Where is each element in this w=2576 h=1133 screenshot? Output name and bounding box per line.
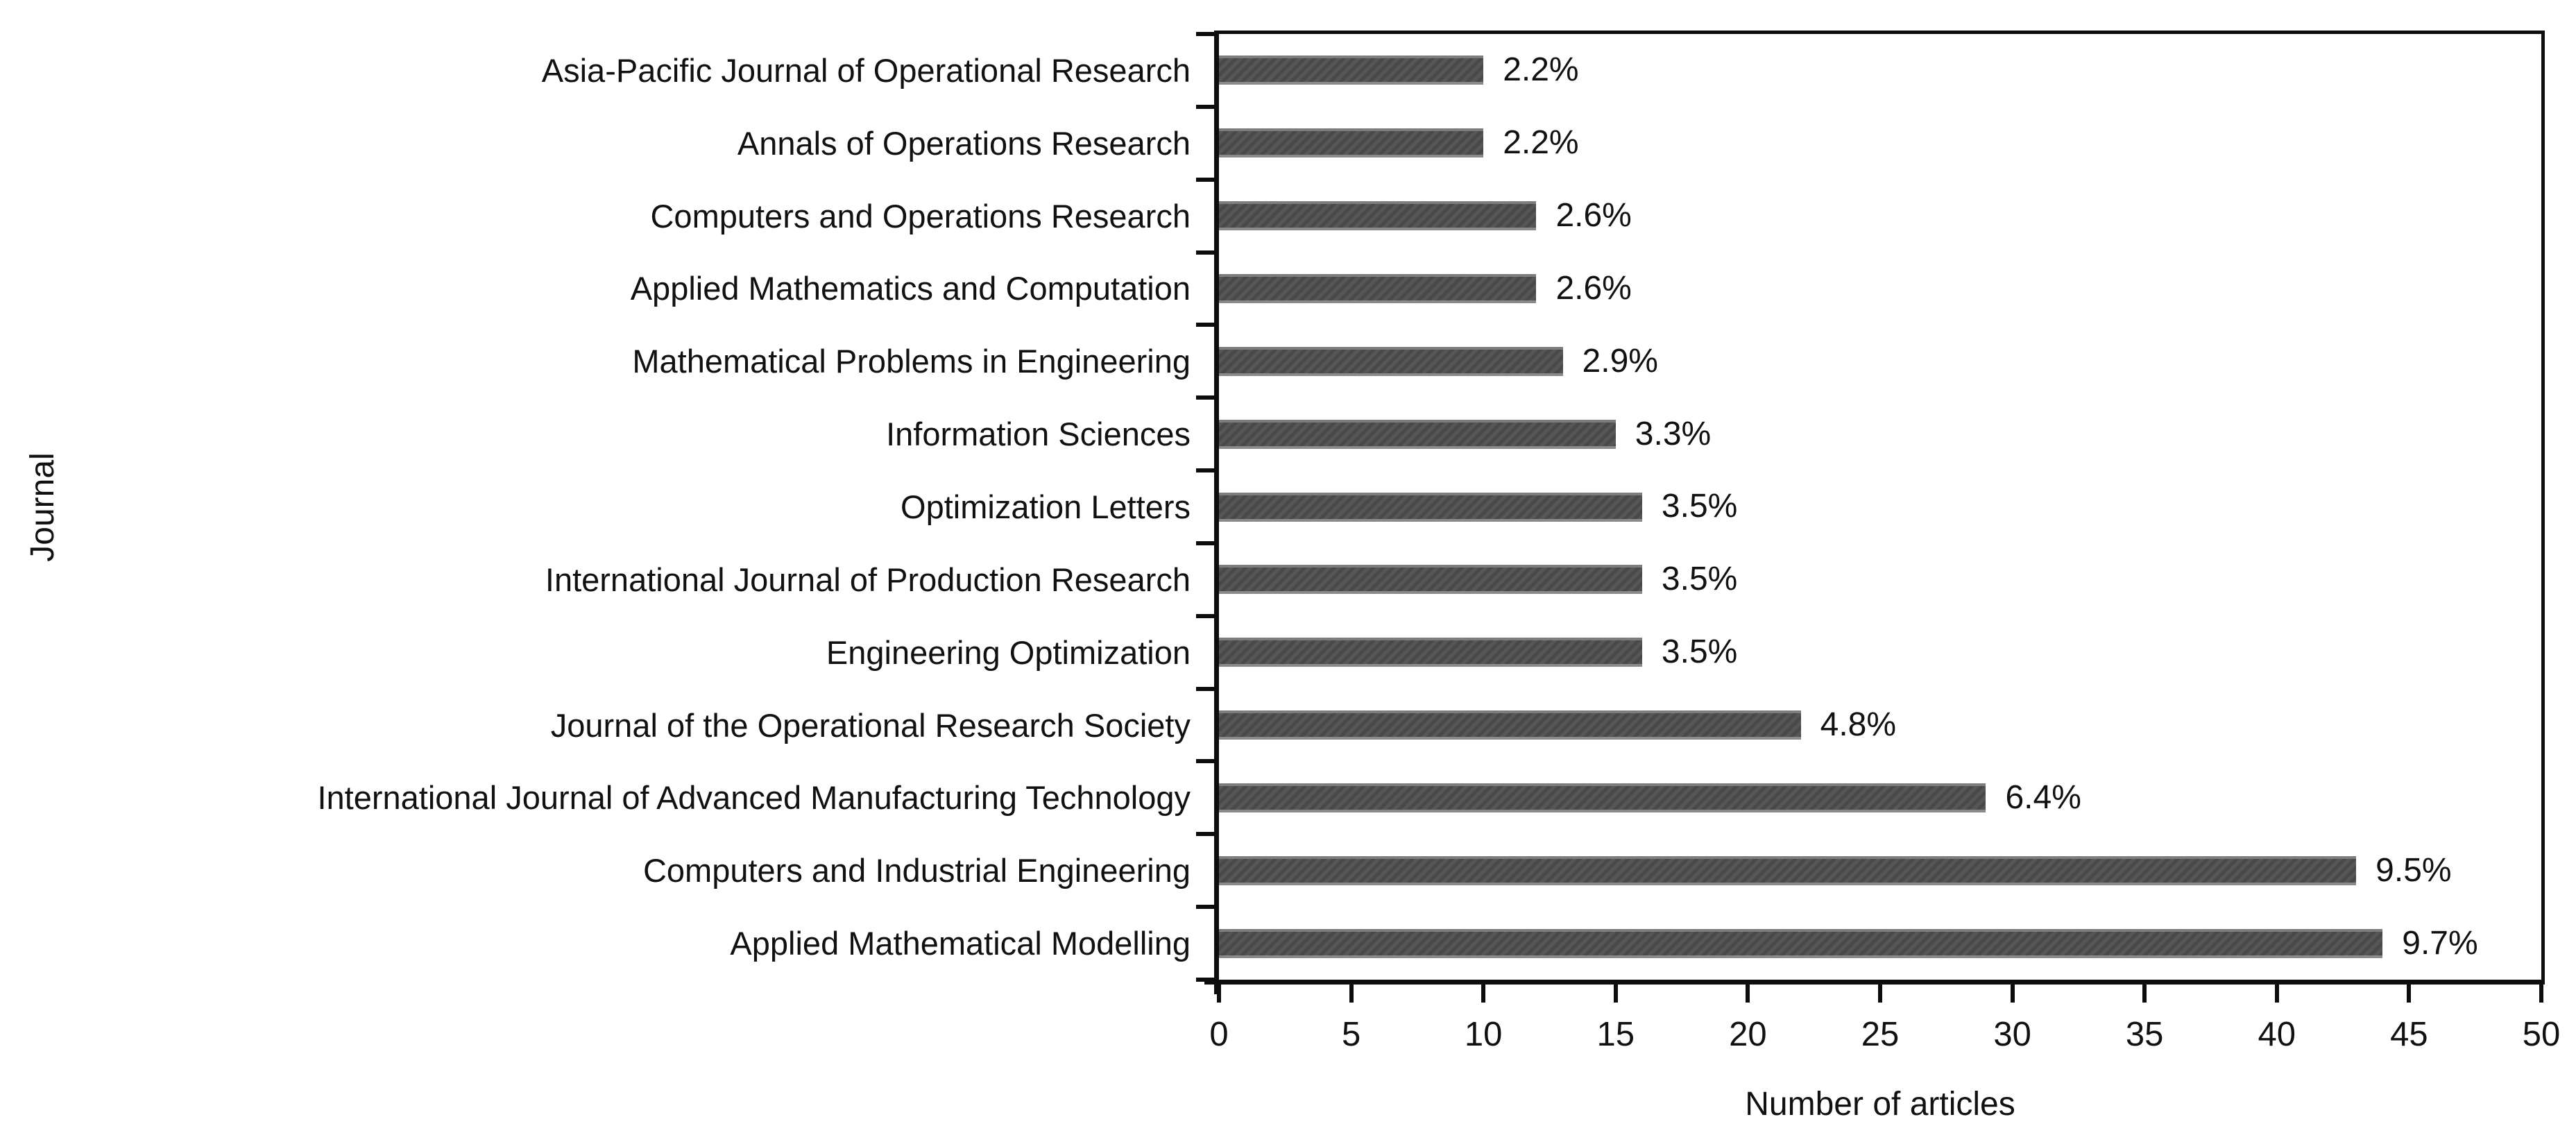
category-label: Applied Mathematics and Computation bbox=[630, 270, 1191, 307]
category-label: Computers and Industrial Engineering bbox=[642, 852, 1191, 889]
category-label: Optimization Letters bbox=[901, 488, 1191, 525]
x-axis-tick-label: 20 bbox=[1729, 1016, 1767, 1053]
bar-value-label: 4.8% bbox=[1820, 706, 1897, 744]
bar-value-label: 9.7% bbox=[2402, 924, 2478, 962]
x-axis-tick-label: 30 bbox=[1993, 1016, 2031, 1053]
category-label: Applied Mathematical Modelling bbox=[730, 925, 1191, 962]
category-label: Information Sciences bbox=[886, 416, 1191, 453]
bar bbox=[1219, 273, 1537, 303]
bar-value-label: 3.3% bbox=[1635, 415, 1712, 452]
x-axis-tick-label: 40 bbox=[2258, 1016, 2296, 1053]
category-label: Journal of the Operational Research Soci… bbox=[550, 706, 1191, 744]
bar bbox=[1219, 710, 1801, 740]
y-axis-tick bbox=[1196, 540, 1214, 545]
bar bbox=[1219, 928, 2383, 958]
category-label: International Journal of Advanced Manufa… bbox=[317, 779, 1191, 817]
bar-value-label: 9.5% bbox=[2375, 851, 2452, 889]
bar bbox=[1219, 783, 1986, 812]
y-axis-tick bbox=[1196, 104, 1214, 109]
category-label: Asia-Pacific Journal of Operational Rese… bbox=[541, 51, 1191, 89]
x-axis-tick bbox=[1613, 985, 1618, 1003]
category-label: Engineering Optimization bbox=[826, 633, 1191, 671]
bar bbox=[1219, 638, 1642, 667]
x-axis-line bbox=[1204, 980, 2545, 985]
x-axis-tick bbox=[1481, 985, 1486, 1003]
y-axis-line bbox=[1214, 31, 1219, 994]
bar bbox=[1219, 201, 1537, 231]
y-axis-tick bbox=[1196, 32, 1214, 36]
x-axis-tick bbox=[2539, 985, 2543, 1003]
y-axis-tick bbox=[1196, 395, 1214, 400]
y-axis-tick bbox=[1196, 250, 1214, 255]
plot-box-right-border bbox=[2541, 31, 2545, 985]
bar bbox=[1219, 855, 2357, 885]
x-axis-tick-label: 25 bbox=[1861, 1016, 1900, 1053]
bar-value-label: 2.2% bbox=[1503, 51, 1579, 89]
x-axis-tick bbox=[1878, 985, 1882, 1003]
bar-value-label: 6.4% bbox=[2005, 778, 2081, 816]
bar-value-label: 3.5% bbox=[1661, 488, 1738, 525]
category-label: International Journal of Production Rese… bbox=[545, 561, 1191, 598]
bar-value-label: 3.5% bbox=[1661, 561, 1738, 598]
bar bbox=[1219, 419, 1616, 449]
x-axis-tick-label: 10 bbox=[1464, 1016, 1503, 1053]
y-axis-tick bbox=[1196, 468, 1214, 473]
category-label: Mathematical Problems in Engineering bbox=[632, 343, 1191, 380]
plot-box-top-border bbox=[1219, 31, 2545, 34]
bar-value-label: 2.9% bbox=[1582, 342, 1658, 380]
x-axis-tick bbox=[1217, 985, 1221, 1003]
x-axis-tick bbox=[1746, 985, 1750, 1003]
y-axis-tick bbox=[1196, 905, 1214, 910]
y-axis-tick bbox=[1196, 832, 1214, 837]
y-axis-tick bbox=[1196, 759, 1214, 764]
category-label: Computers and Operations Research bbox=[650, 197, 1191, 235]
x-axis-title: Number of articles bbox=[1745, 1086, 2015, 1123]
x-axis-tick bbox=[1349, 985, 1354, 1003]
bar-value-label: 3.5% bbox=[1661, 633, 1738, 671]
x-axis-tick bbox=[2142, 985, 2147, 1003]
y-axis-tick bbox=[1196, 686, 1214, 691]
x-axis-tick bbox=[2274, 985, 2279, 1003]
x-axis-tick-label: 0 bbox=[1209, 1016, 1229, 1053]
bar bbox=[1219, 56, 1484, 85]
bar bbox=[1219, 346, 1563, 376]
y-axis-tick bbox=[1196, 613, 1214, 618]
bar bbox=[1219, 492, 1642, 522]
x-axis-tick-label: 5 bbox=[1341, 1016, 1361, 1053]
x-axis-tick-label: 45 bbox=[2390, 1016, 2428, 1053]
bar bbox=[1219, 128, 1484, 158]
bar-value-label: 2.2% bbox=[1503, 124, 1579, 162]
bar-value-label: 2.6% bbox=[1555, 269, 1632, 307]
x-axis-tick bbox=[2010, 985, 2015, 1003]
x-axis-tick bbox=[2407, 985, 2412, 1003]
y-axis-tick bbox=[1196, 978, 1214, 982]
x-axis-tick-label: 50 bbox=[2522, 1016, 2561, 1053]
x-axis-tick-label: 15 bbox=[1596, 1016, 1635, 1053]
y-axis-tick bbox=[1196, 323, 1214, 327]
bar bbox=[1219, 565, 1642, 595]
y-axis-tick bbox=[1196, 177, 1214, 182]
category-label: Annals of Operations Research bbox=[737, 124, 1191, 162]
x-axis-tick-label: 35 bbox=[2125, 1016, 2164, 1053]
bar-value-label: 2.6% bbox=[1555, 197, 1632, 235]
